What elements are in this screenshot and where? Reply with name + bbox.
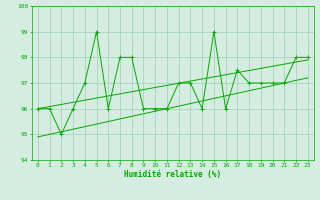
X-axis label: Humidité relative (%): Humidité relative (%) — [124, 170, 221, 179]
